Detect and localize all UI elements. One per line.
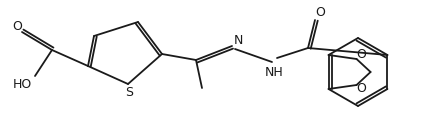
Text: O: O — [357, 82, 366, 95]
Text: O: O — [315, 6, 325, 19]
Text: S: S — [125, 85, 133, 99]
Text: O: O — [12, 19, 22, 33]
Text: O: O — [357, 48, 366, 62]
Text: HO: HO — [12, 77, 32, 90]
Text: NH: NH — [265, 65, 283, 78]
Text: N: N — [233, 33, 243, 46]
